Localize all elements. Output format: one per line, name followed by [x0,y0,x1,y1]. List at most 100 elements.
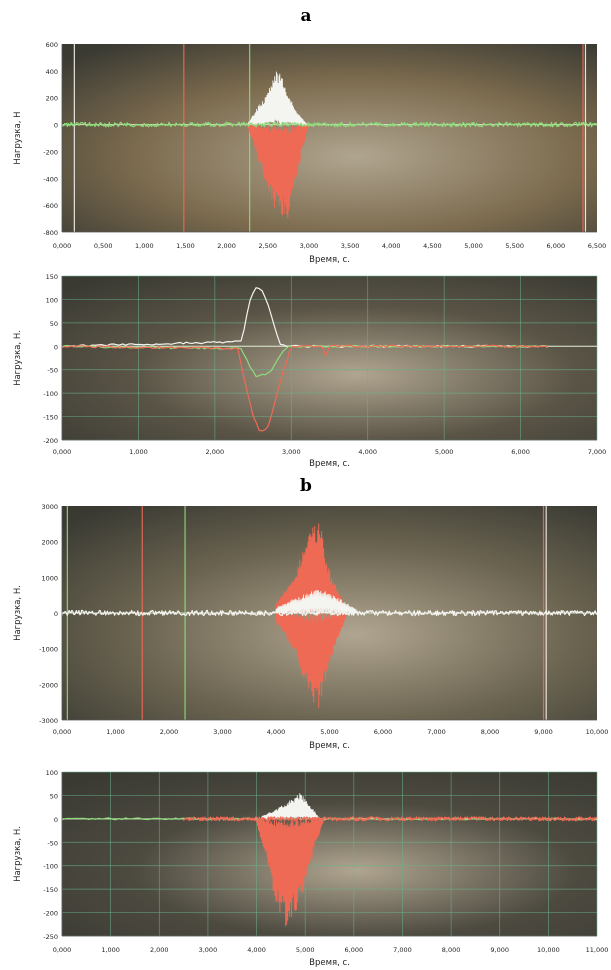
y-axis-label: Нагрузка, Н [13,111,23,164]
x-tick-label: 8,000 [442,946,461,954]
y-tick-label: 1000 [41,574,58,582]
y-tick-label: 600 [46,41,58,49]
x-tick-label: 6,000 [511,448,530,456]
y-tick-label: -150 [43,886,58,894]
series-line-green [61,121,598,128]
x-tick-label: 5,000 [296,946,315,954]
y-tick-label: -800 [43,229,58,237]
x-tick-label: 6,000 [374,728,393,736]
x-tick-label: 4,000 [267,728,286,736]
x-axis-label: Время, с. [309,459,350,469]
y-tick-label: -600 [43,202,58,210]
y-tick-label: 0 [54,816,58,824]
y-tick-label: -200 [43,148,58,156]
y-tick-label: -2000 [39,681,58,689]
x-tick-label: 6,000 [345,946,364,954]
x-tick-label: 7,000 [393,946,412,954]
x-tick-label: 4,000 [358,448,377,456]
y-tick-label: -250 [43,933,58,941]
series-line-white [275,590,357,614]
y-tick-label: -1000 [39,646,58,654]
y-tick-label: 3000 [41,503,58,511]
series-line-white [61,609,598,617]
y-tick-label: 200 [46,95,58,103]
chart-b-load-wide: 3000 2000 1000 0 -1000 -2000 -3000 0,000 1,000 2,… [13,503,609,751]
x-tick-label: 2,500 [258,242,277,250]
x-tick-label: 11,000 [586,946,609,954]
x-tick-label: 9,000 [490,946,509,954]
plot-area-b-zoom [62,772,597,936]
x-tick-label: 1,500 [176,242,195,250]
series-line-red [183,816,598,822]
chart-a-load-wide: 600 400 200 0 -200 -400 -600 -800 0,000 0,500 1,00… [13,41,607,265]
x-tick-label: 3,000 [300,242,319,250]
x-tick-label: 1,000 [106,728,125,736]
x-tick-label: 2,000 [206,448,225,456]
series-line-white [260,793,320,820]
plot-area-a-wide [62,44,597,232]
y-tick-label: 0 [54,343,58,351]
y-tick-label: 0 [54,610,58,618]
y-tick-label: -150 [43,414,58,422]
series-line-red [256,818,325,927]
series-line-red [61,344,548,432]
x-tick-label: 5,000 [320,728,339,736]
y-tick-label: -50 [47,839,58,847]
y-tick-label: 2000 [41,539,58,547]
series-line-white [247,71,308,126]
series-line-red [247,124,310,219]
y-tick-label: 100 [46,296,58,304]
y-axis-label: Нагрузка, Н. [13,826,23,882]
x-tick-label: 0,000 [53,946,72,954]
x-tick-label: 4,000 [247,946,266,954]
y-tick-label: -200 [43,437,58,445]
x-axis-label: Время, с. [309,958,350,968]
x-tick-label: 6,000 [547,242,566,250]
x-tick-label: 4,000 [382,242,401,250]
x-tick-label: 4,500 [423,242,442,250]
y-tick-label: -100 [43,390,58,398]
y-tick-label: 50 [50,792,58,800]
x-tick-label: 2,000 [217,242,236,250]
y-tick-label: 150 [46,273,58,281]
y-axis-label: Нагрузка, Н. [13,585,23,641]
x-axis-label: Время, с. [309,255,350,265]
x-tick-label: 3,000 [199,946,218,954]
x-tick-label: 3,000 [213,728,232,736]
x-tick-label: 2,000 [160,728,179,736]
x-tick-label: 0,500 [94,242,113,250]
x-tick-label: 7,000 [588,448,607,456]
x-tick-label: 10,000 [537,946,560,954]
chart-a-load-zoom: 150 100 50 0 -50 -100 -150 -200 0,000 1,000 2,000 3… [13,273,607,469]
y-tick-label: -200 [43,910,58,918]
x-tick-label: 0,000 [53,448,72,456]
x-tick-label: 10,000 [586,728,609,736]
x-tick-label: 5,000 [464,242,483,250]
x-tick-label: 1,000 [135,242,154,250]
x-tick-label: 7,000 [427,728,446,736]
x-tick-label: 5,500 [505,242,524,250]
x-tick-label: 0,000 [53,728,72,736]
x-tick-label: 1,000 [129,448,148,456]
x-tick-label: 2,000 [150,946,169,954]
x-tick-label: 5,000 [435,448,454,456]
y-tick-label: 100 [46,769,58,777]
x-tick-label: 3,000 [282,448,301,456]
y-tick-label: -400 [43,175,58,183]
x-axis-label: Время, с. [309,741,350,751]
y-tick-label: 0 [54,122,58,130]
x-tick-label: 0,000 [53,242,72,250]
y-tick-label: 400 [46,68,58,76]
y-axis-label: Нагрузка, Н. [13,330,23,386]
x-tick-label: 1,000 [101,946,120,954]
panel-label-b: b [300,476,312,496]
series-line-red [275,612,347,709]
x-tick-label: 6,500 [588,242,607,250]
y-tick-label: -50 [47,367,58,375]
x-tick-label: 8,000 [481,728,500,736]
x-tick-label: 3,500 [341,242,360,250]
plot-area-a-zoom [62,276,597,440]
panel-label-a: a [300,6,312,26]
y-tick-label: -100 [43,863,58,871]
x-tick-label: 9,000 [534,728,553,736]
